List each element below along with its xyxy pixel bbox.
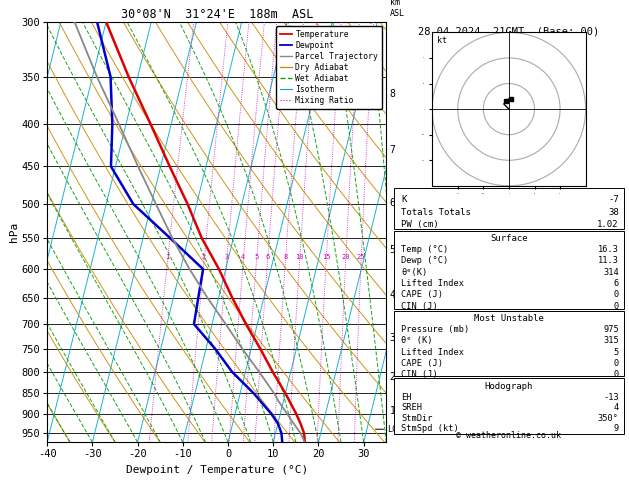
Text: Lifted Index: Lifted Index (401, 347, 464, 357)
Bar (394, 311, 623, 376)
Text: 315: 315 (603, 336, 619, 346)
Y-axis label: hPa: hPa (9, 222, 19, 242)
Text: 20: 20 (342, 254, 350, 260)
Text: 975: 975 (603, 325, 619, 334)
Text: 4: 4 (389, 290, 396, 300)
Text: 350°: 350° (598, 414, 619, 423)
Bar (394, 379, 623, 434)
Text: 25: 25 (357, 254, 365, 260)
Bar (394, 231, 623, 309)
Text: 0: 0 (613, 370, 619, 380)
Text: -13: -13 (603, 393, 619, 401)
Text: θᵉ(K): θᵉ(K) (401, 268, 428, 277)
Text: Hodograph: Hodograph (485, 382, 533, 391)
Text: K: K (401, 195, 407, 204)
Text: 6: 6 (613, 279, 619, 288)
Legend: Temperature, Dewpoint, Parcel Trajectory, Dry Adiabat, Wet Adiabat, Isotherm, Mi: Temperature, Dewpoint, Parcel Trajectory… (276, 26, 382, 109)
Text: 0: 0 (613, 359, 619, 368)
Bar (394, 188, 623, 229)
Text: CAPE (J): CAPE (J) (401, 291, 443, 299)
Text: LCL: LCL (387, 425, 403, 434)
Text: 11.3: 11.3 (598, 257, 619, 265)
Text: 1: 1 (389, 406, 396, 416)
Text: EH: EH (401, 393, 412, 401)
Text: CIN (J): CIN (J) (401, 370, 438, 380)
Text: StmDir: StmDir (401, 414, 433, 423)
Text: Dewp (°C): Dewp (°C) (401, 257, 448, 265)
Text: 28.04.2024  21GMT  (Base: 00): 28.04.2024 21GMT (Base: 00) (418, 26, 599, 36)
Text: 15: 15 (322, 254, 330, 260)
Text: 4: 4 (241, 254, 245, 260)
X-axis label: Dewpoint / Temperature (°C): Dewpoint / Temperature (°C) (126, 465, 308, 475)
Text: 8: 8 (283, 254, 287, 260)
Text: 16.3: 16.3 (598, 245, 619, 254)
Text: -7: -7 (608, 195, 619, 204)
Text: CAPE (J): CAPE (J) (401, 359, 443, 368)
Text: Lifted Index: Lifted Index (401, 279, 464, 288)
Text: 3: 3 (225, 254, 228, 260)
Text: 10: 10 (295, 254, 304, 260)
Text: 4: 4 (613, 403, 619, 412)
Text: 2: 2 (389, 372, 396, 382)
Text: PW (cm): PW (cm) (401, 220, 439, 229)
Text: Temp (°C): Temp (°C) (401, 245, 448, 254)
Text: 0: 0 (613, 291, 619, 299)
Text: © weatheronline.co.uk: © weatheronline.co.uk (457, 431, 562, 440)
Text: 6: 6 (265, 254, 269, 260)
Text: Totals Totals: Totals Totals (401, 208, 471, 217)
Title: 30°08'N  31°24'E  188m  ASL: 30°08'N 31°24'E 188m ASL (121, 8, 313, 21)
Text: CIN (J): CIN (J) (401, 302, 438, 311)
Text: 5: 5 (613, 347, 619, 357)
Text: θᵉ (K): θᵉ (K) (401, 336, 433, 346)
Text: Most Unstable: Most Unstable (474, 314, 544, 323)
Text: 1: 1 (165, 254, 169, 260)
Text: km
ASL: km ASL (389, 0, 404, 17)
Text: 6: 6 (389, 198, 396, 208)
Text: SREH: SREH (401, 403, 422, 412)
Text: 3: 3 (389, 332, 396, 343)
Text: 9: 9 (613, 424, 619, 433)
Text: 1.02: 1.02 (598, 220, 619, 229)
Text: 8: 8 (389, 89, 396, 99)
Text: 314: 314 (603, 268, 619, 277)
Text: Surface: Surface (490, 234, 528, 243)
Text: 7: 7 (389, 145, 396, 155)
Text: StmSpd (kt): StmSpd (kt) (401, 424, 459, 433)
Text: 38: 38 (608, 208, 619, 217)
Text: 2: 2 (202, 254, 206, 260)
Text: 0: 0 (613, 302, 619, 311)
Text: 5: 5 (389, 245, 396, 255)
Text: Pressure (mb): Pressure (mb) (401, 325, 470, 334)
Text: 5: 5 (254, 254, 259, 260)
